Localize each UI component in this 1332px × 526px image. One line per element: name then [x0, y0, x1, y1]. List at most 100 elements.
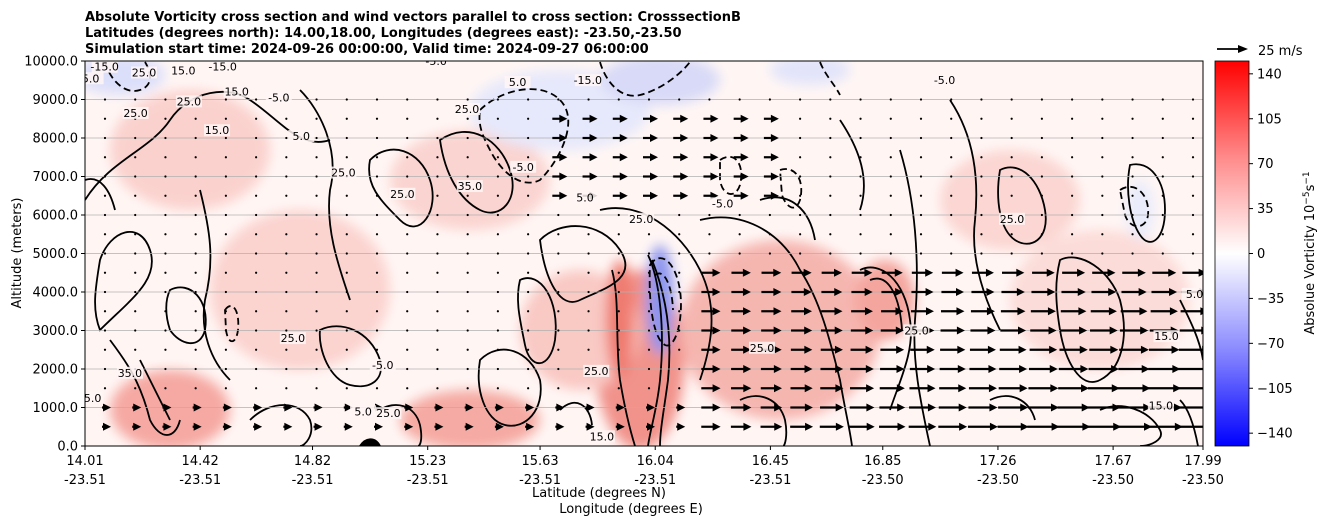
wind-vector-dot — [375, 387, 379, 390]
wind-vector-head — [650, 114, 658, 123]
wind-vector-dot — [103, 387, 107, 390]
wind-vector-dot — [466, 194, 469, 197]
x-tick-label-lon: -23.51 — [634, 473, 676, 488]
wind-vector-dot — [496, 194, 499, 197]
wind-vector-dot — [1101, 136, 1104, 140]
wind-vector-head — [559, 191, 568, 200]
wind-vector-dot — [950, 136, 953, 140]
contour-label: 15.0 — [1149, 400, 1174, 413]
wind-vector-dot — [466, 348, 469, 351]
wind-vector-dot — [345, 194, 348, 197]
wind-vector-dot — [375, 136, 379, 140]
wind-vector-dot — [647, 252, 651, 255]
wind-vector-dot — [375, 156, 379, 159]
wind-vector-head — [1079, 326, 1088, 335]
contour-label: 25.0 — [331, 167, 356, 180]
wind-vector-dot — [224, 175, 227, 178]
wind-vector-dot — [164, 156, 167, 159]
contour-label-bg — [456, 180, 483, 193]
wind-vector-head — [925, 288, 934, 296]
wind-vector-head — [865, 365, 874, 373]
contour-label-bg — [91, 61, 118, 73]
wind-vector-head — [1111, 365, 1120, 373]
wind-vector-dot — [466, 233, 469, 236]
wind-vector-dot — [224, 194, 227, 197]
wind-vector-dot — [496, 367, 499, 371]
colorbar: 140 105 70 35 0 −35 −70 −105 −140 Absolue Vortic… — [1214, 60, 1318, 447]
wind-vector-dot — [224, 252, 227, 255]
wind-vector-dot — [103, 213, 107, 217]
wind-vector-head — [647, 403, 655, 412]
wind-vector-dot — [466, 387, 469, 390]
wind-vector-dot — [1040, 194, 1043, 197]
wind-vector-dot — [768, 233, 771, 236]
wind-vector-dot — [587, 252, 590, 255]
contour-label: -5.0 — [934, 74, 955, 87]
wind-vector-head — [712, 326, 721, 335]
wind-vector-head — [1139, 307, 1148, 316]
wind-vector-head — [405, 422, 414, 431]
wind-vector-head — [804, 403, 813, 412]
contour-label-bg — [574, 74, 601, 87]
contour-label: 25.0 — [132, 66, 157, 79]
wind-vector-head — [894, 268, 903, 277]
wind-vector-dot — [255, 136, 258, 140]
contour-label-bg — [369, 359, 396, 372]
wind-vector-head — [1017, 307, 1026, 316]
wind-vector-dot — [345, 271, 348, 274]
wind-vector-dot — [587, 271, 590, 274]
wind-vector-dot — [255, 387, 258, 390]
wind-vector-dot — [859, 233, 862, 236]
wind-vector-dot — [950, 98, 953, 101]
wind-vector-dot — [1101, 252, 1104, 255]
wind-vector-head — [1080, 365, 1089, 373]
contour-label-bg — [510, 160, 537, 173]
y-tick-label: 0.0 — [57, 440, 78, 455]
wind-vector-dot — [345, 136, 348, 140]
wind-vector-head — [1108, 288, 1117, 296]
wind-vector-head — [864, 268, 873, 277]
wind-vector-dot — [587, 233, 590, 236]
wind-vector-dot — [255, 329, 258, 332]
wind-vector-dot — [255, 194, 258, 197]
wind-vector-dot — [859, 194, 862, 197]
wind-vector-head — [986, 288, 995, 296]
wind-vector-dot — [224, 290, 227, 294]
wind-vector-head — [835, 365, 844, 373]
wind-vector-head — [1079, 345, 1088, 354]
wind-vector-dot — [134, 348, 137, 351]
contour-label: 5.0 — [354, 405, 372, 418]
contour-label-bg — [504, 76, 531, 89]
wind-vector-dot — [587, 348, 590, 351]
wind-vector-head — [770, 153, 779, 162]
wind-vector-dot — [164, 136, 167, 140]
wind-vector-dot — [103, 348, 107, 351]
wind-vector-dot — [950, 252, 953, 255]
contour-label-bg — [279, 332, 306, 345]
wind-vector-head — [650, 191, 658, 200]
wind-vector-dot — [527, 233, 530, 236]
wind-vector-dot — [496, 271, 499, 274]
wind-vector-dot — [980, 117, 983, 120]
y-tick-label: 3000.0 — [33, 324, 79, 339]
wind-vector-head — [1016, 288, 1025, 296]
wind-vector-dot — [829, 252, 832, 255]
contour-label-bg — [85, 72, 104, 85]
wind-vector-head — [619, 153, 628, 162]
wind-vector-dot — [527, 175, 530, 178]
wind-vector-dot — [164, 98, 167, 101]
wind-vector-dot — [889, 175, 892, 178]
wind-vector-head — [1020, 403, 1029, 412]
contour-label: -15.0 — [90, 61, 118, 74]
wind-vector-dot — [345, 233, 348, 236]
wind-vector-dot — [829, 233, 832, 236]
wind-vector-dot — [617, 271, 620, 274]
wind-vector-head — [495, 422, 504, 431]
wind-vector-head — [223, 403, 232, 412]
quiver-key-label: 25 m/s — [1258, 44, 1303, 59]
wind-vector-dot — [889, 233, 892, 236]
contour-label-bg — [170, 64, 197, 77]
wind-vector-dot — [647, 348, 651, 351]
contour-label-bg — [350, 405, 377, 418]
x-tick-label-lon: -23.50 — [977, 473, 1019, 488]
